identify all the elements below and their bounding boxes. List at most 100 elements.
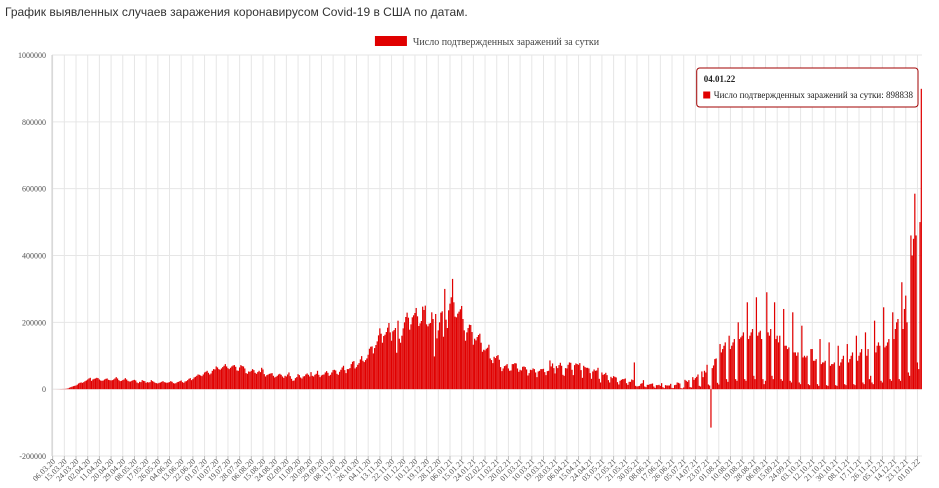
bar	[122, 380, 124, 390]
bar	[336, 373, 338, 390]
bar	[722, 349, 724, 390]
bar	[111, 380, 113, 390]
bar	[202, 374, 204, 390]
bar	[293, 380, 295, 390]
bar	[80, 382, 82, 390]
bar	[477, 335, 480, 390]
bar	[746, 302, 748, 390]
bar	[873, 320, 876, 390]
bar	[370, 346, 372, 390]
bar	[109, 380, 111, 390]
bar	[659, 385, 661, 390]
bar	[851, 352, 854, 390]
bar	[371, 346, 373, 390]
bar	[594, 370, 597, 390]
bar	[568, 362, 571, 390]
bar	[380, 333, 382, 390]
bar	[84, 381, 86, 390]
bar	[728, 335, 730, 390]
bar	[483, 349, 485, 390]
bar	[106, 378, 108, 390]
bar	[672, 388, 674, 390]
bar	[67, 388, 69, 390]
bar	[623, 379, 625, 390]
bar	[699, 386, 702, 390]
bar	[794, 352, 796, 390]
bar	[384, 334, 386, 390]
bar	[455, 317, 458, 390]
bar	[875, 352, 877, 390]
bar	[609, 382, 611, 390]
bar	[453, 302, 455, 390]
bar	[472, 344, 474, 390]
bar	[661, 383, 663, 390]
bar	[806, 355, 808, 390]
bar	[833, 362, 835, 390]
bar	[611, 378, 613, 390]
bar	[616, 382, 619, 390]
bar	[464, 340, 467, 390]
y-tick-label: 0	[42, 385, 46, 394]
bar	[760, 339, 763, 390]
bar	[528, 373, 530, 390]
bar	[506, 364, 508, 390]
bar	[788, 347, 790, 390]
bar	[476, 337, 478, 390]
bar	[276, 375, 278, 390]
bar	[362, 360, 364, 390]
y-tick-label: -200000	[19, 452, 46, 461]
tooltip-title: 04.01.22	[704, 74, 736, 84]
bar	[538, 370, 541, 390]
bar	[218, 369, 220, 390]
bar	[599, 382, 602, 390]
bar	[574, 365, 576, 390]
bar	[303, 376, 306, 390]
bar	[863, 384, 865, 390]
bar	[681, 388, 684, 390]
bar	[793, 352, 795, 390]
bar	[509, 370, 511, 390]
bar	[85, 380, 87, 390]
bar	[906, 322, 908, 390]
bar	[812, 360, 815, 390]
bar	[229, 367, 232, 390]
bar	[466, 332, 468, 390]
bar	[271, 373, 273, 390]
bar	[607, 380, 609, 390]
bar	[711, 368, 713, 390]
bar	[614, 376, 616, 390]
bar	[149, 382, 151, 390]
bar	[677, 382, 680, 390]
bar	[598, 378, 600, 390]
tooltip-swatch	[702, 90, 712, 100]
bar	[158, 382, 160, 390]
bar	[662, 387, 664, 390]
bar	[897, 318, 899, 390]
bar	[741, 335, 743, 390]
bar	[693, 379, 695, 390]
bar	[433, 356, 435, 390]
bar	[799, 384, 802, 390]
bar	[258, 370, 260, 390]
bar	[627, 384, 629, 390]
bar	[288, 372, 290, 390]
bar	[625, 383, 628, 390]
bar	[435, 313, 437, 390]
bar	[233, 365, 236, 390]
bar	[544, 372, 546, 390]
bar	[825, 385, 828, 390]
bar	[596, 370, 598, 390]
bar	[405, 316, 407, 390]
bar	[588, 368, 590, 390]
bar	[323, 374, 325, 390]
legend: Число подтвержденных заражений за сутки	[374, 36, 600, 48]
bar	[857, 360, 859, 390]
bar	[338, 371, 341, 390]
bar	[348, 369, 350, 390]
bar	[139, 381, 141, 390]
bar	[751, 329, 754, 390]
bar	[551, 363, 554, 390]
bar	[605, 372, 607, 390]
bar	[786, 349, 789, 390]
bar	[492, 363, 494, 390]
